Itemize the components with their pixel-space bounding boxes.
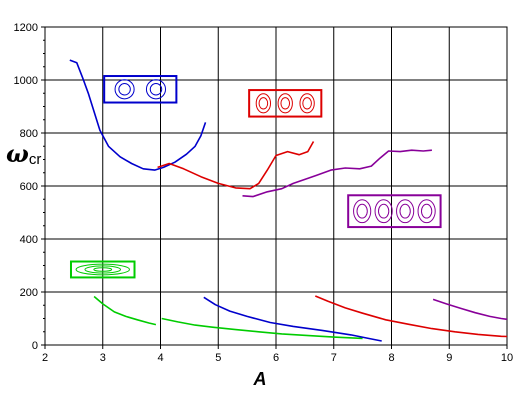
legend-icon-2 [347, 194, 442, 229]
legend-icon-ring-inner [302, 97, 312, 110]
legend-icon-ring-inner [258, 97, 269, 110]
series-line-0 [69, 59, 207, 171]
legend-icon-ring-outer [417, 199, 436, 224]
x-tick-label: 7 [331, 352, 337, 364]
legend-icon-3 [69, 260, 136, 279]
legend-icon-ring-inner [118, 83, 131, 96]
legend-icon-ring-outer [277, 93, 293, 114]
legend-icon-ring-outer [396, 199, 415, 224]
x-tick-label: 3 [100, 352, 106, 364]
x-tick-label: 8 [388, 352, 394, 364]
legend-icon-ring-outer [255, 93, 272, 114]
legend-icon-ring-outer [145, 79, 167, 100]
legend-icon-ring-inner [149, 83, 163, 96]
legend-icons [69, 75, 442, 279]
x-tick-label: 2 [42, 352, 48, 364]
series-line-3 [93, 295, 157, 326]
chart-series-group [69, 59, 508, 342]
legend-icon-ring-outer [353, 199, 372, 224]
legend-icon-ring-inner [399, 203, 411, 219]
series-line-1 [157, 141, 315, 190]
series-line-2 [242, 149, 432, 198]
legend-icon-box [69, 260, 136, 279]
legend-icon-ring [84, 265, 122, 274]
legend-icon-ring [75, 263, 130, 276]
y-axis-label: ωcr [6, 139, 41, 168]
series-line-4 [161, 317, 363, 340]
y-tick-label: 1000 [14, 75, 38, 87]
y-tick-label: 1200 [14, 22, 38, 34]
x-tick-label: 6 [273, 352, 279, 364]
y-axis-label-subscript: cr [29, 151, 42, 168]
series-line-6 [314, 295, 508, 338]
legend-icon-box [248, 89, 323, 118]
y-tick-label: 600 [20, 181, 38, 193]
legend-icon-ring-outer [299, 93, 315, 114]
legend-icon-1 [248, 89, 323, 118]
x-tick-label: 5 [215, 352, 221, 364]
legend-icon-ring-outer [114, 79, 135, 100]
x-axis-label: A [253, 369, 267, 389]
x-tick-label: 9 [446, 352, 452, 364]
y-tick-label: 200 [20, 287, 38, 299]
legend-icon-ring-inner [377, 203, 390, 219]
series-line-7 [432, 298, 508, 321]
y-tick-label: 400 [20, 234, 38, 246]
y-tick-label: 800 [20, 128, 38, 140]
legend-icon-ring-inner [356, 203, 368, 219]
legend-icon-0 [103, 75, 178, 104]
x-tick-label: 4 [157, 352, 163, 364]
y-tick-label: 0 [32, 340, 38, 352]
legend-icon-ring-outer [374, 199, 393, 224]
legend-icon-ring-inner [420, 203, 433, 219]
chart-grid [41, 26, 508, 349]
legend-icon-box [103, 75, 178, 104]
tick-labels: 2 3 4 5 6 7 8 9 10 0 200 400 600 800 1000 1200 [14, 22, 514, 364]
legend-icon-ring [93, 267, 113, 272]
x-tick-label: 10 [501, 352, 513, 364]
y-axis-label-main: ω [6, 139, 29, 168]
series-line-5 [203, 296, 382, 342]
legend-icon-box [347, 194, 442, 229]
legend-icon-ring-inner [280, 97, 291, 110]
